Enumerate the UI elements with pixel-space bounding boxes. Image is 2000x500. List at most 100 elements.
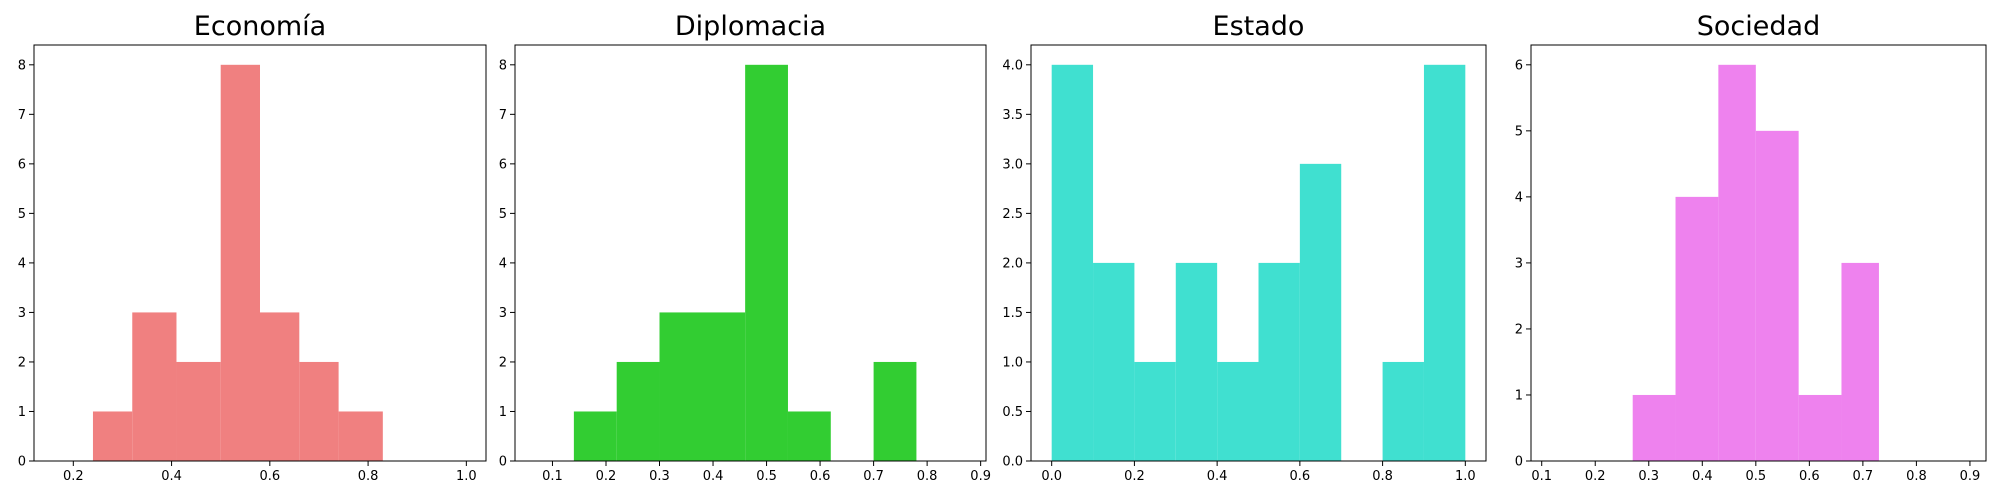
x-tick-label: 0.6 (810, 469, 831, 484)
histogram-bar (1798, 394, 1842, 461)
x-tick-label: 1.0 (1455, 469, 1476, 484)
x-tick-label: 0.1 (1531, 469, 1552, 484)
x-tick-label: 0.4 (1692, 469, 1713, 484)
panel-estado: Estado 0.0 0.2 0.4 0.6 0.8 1.0 0.0 0.5 1.0 1.5 2.0 2… (1002, 11, 1487, 484)
x-tick-label: 0.1 (542, 469, 563, 484)
axes-frame (33, 44, 487, 462)
y-tick-label: 0 (1515, 455, 1523, 470)
y-tick-label: 6 (499, 157, 507, 172)
x-tick-label: 0.4 (161, 469, 182, 484)
y-tick-label: 4 (18, 256, 26, 271)
x-tick-label: 0.7 (1853, 469, 1874, 484)
histogram-bar (1258, 262, 1300, 461)
histogram-bar (1217, 361, 1259, 461)
histogram-bar (1299, 163, 1342, 461)
chart-title: Diplomacia (675, 11, 826, 42)
histogram-bar (1175, 262, 1218, 461)
y-tick-label: 3.0 (1002, 157, 1023, 172)
x-tick-label: 0.7 (863, 469, 884, 484)
x-tick-label: 0.8 (917, 469, 938, 484)
y-tick-label: 0.0 (1002, 455, 1023, 470)
x-tick-label: 0.3 (649, 469, 670, 484)
x-tick-label: 0.2 (596, 469, 617, 484)
chart-title: Sociedad (1697, 11, 1820, 42)
panel-economia: Economía 0.2 0.4 0.6 0.8 1.0 0 1 2 3 4 5 6 7 8 (18, 11, 487, 484)
histogram-bar (176, 361, 221, 461)
y-tick-label: 2.0 (1002, 256, 1023, 271)
y-tick-label: 8 (18, 58, 26, 73)
y-tick-label: 0.5 (1002, 405, 1023, 420)
x-tick-label: 0.6 (1799, 469, 1820, 484)
histogram-bar (260, 312, 300, 461)
x-tick-label: 0.4 (1207, 469, 1228, 484)
histogram-bar (1632, 394, 1676, 461)
x-tick-label: 0.3 (1638, 469, 1659, 484)
x-tick-label: 0.6 (1290, 469, 1311, 484)
x-tick-label: 0.5 (756, 469, 777, 484)
histogram-bar (92, 411, 133, 461)
chart-title: Estado (1213, 11, 1305, 42)
x-tick-label: 0.4 (703, 469, 724, 484)
x-tick-label: 0.2 (1585, 469, 1606, 484)
panel-sociedad: Sociedad 0.1 0.2 0.3 0.4 0.5 0.6 0.7 0.8 0.9 0 1 2 3 4… (1515, 11, 1987, 484)
histogram-bar (873, 361, 917, 461)
y-tick-label: 6 (1515, 58, 1523, 73)
x-tick-label: 1.0 (456, 469, 477, 484)
histogram-bar (1675, 196, 1719, 461)
histogram-bar (1134, 361, 1176, 461)
histogram-bar (1718, 64, 1756, 462)
x-tick-label: 0.8 (1372, 469, 1393, 484)
x-tick-label: 0.2 (1124, 469, 1145, 484)
y-tick-label: 2 (499, 355, 507, 370)
y-tick-label: 2.5 (1002, 207, 1023, 222)
histogram-bar (573, 411, 617, 461)
y-tick-label: 2 (18, 355, 26, 370)
y-tick-label: 0 (18, 455, 26, 470)
histogram-bar (299, 361, 339, 461)
axes-frame (1530, 44, 1987, 462)
histogram-bar (659, 312, 746, 461)
y-tick-label: 2 (1515, 322, 1523, 337)
histogram-bar (1051, 64, 1094, 462)
y-tick-label: 5 (1515, 124, 1523, 139)
y-tick-label: 3 (1515, 256, 1523, 271)
y-tick-label: 1 (499, 405, 507, 420)
histogram-bar (1841, 262, 1879, 461)
y-tick-label: 5 (18, 207, 26, 222)
histogram-bar (1755, 130, 1799, 462)
y-tick-label: 8 (499, 58, 507, 73)
chart-title: Economía (194, 11, 326, 42)
x-tick-label: 0.6 (259, 469, 280, 484)
y-tick-label: 7 (18, 108, 26, 123)
x-tick-label: 0.0 (1041, 469, 1062, 484)
y-tick-label: 7 (499, 108, 507, 123)
y-tick-label: 1.5 (1002, 306, 1023, 321)
y-tick-label: 6 (18, 157, 26, 172)
x-tick-label: 0.2 (63, 469, 84, 484)
axes-frame (514, 44, 987, 462)
x-tick-label: 0.9 (970, 469, 991, 484)
histogram-bar (1423, 64, 1466, 462)
y-tick-label: 1.0 (1002, 355, 1023, 370)
y-tick-label: 3 (499, 306, 507, 321)
histogram-bar (1093, 262, 1135, 461)
axes-frame (1030, 44, 1487, 462)
y-tick-label: 0 (499, 455, 507, 470)
y-tick-label: 1 (18, 405, 26, 420)
y-tick-label: 1 (1515, 388, 1523, 403)
y-tick-label: 5 (499, 207, 507, 222)
y-tick-label: 4.0 (1002, 58, 1023, 73)
x-tick-label: 0.8 (358, 469, 379, 484)
histogram-bar (220, 64, 260, 462)
histogram-bar (132, 312, 177, 461)
panel-diplomacia: Diplomacia 0.1 0.2 0.3 0.4 0.5 0.6 0.7 0.8 0.9 0 1 2… (499, 11, 991, 484)
y-tick-label: 4 (499, 256, 507, 271)
histogram-bar (1382, 361, 1424, 461)
histogram-bar (745, 64, 788, 462)
y-tick-label: 3.5 (1002, 108, 1023, 123)
histogram-bar (616, 361, 660, 461)
histogram-bar (338, 411, 383, 461)
x-tick-label: 0.9 (1960, 469, 1981, 484)
x-tick-label: 0.5 (1745, 469, 1766, 484)
